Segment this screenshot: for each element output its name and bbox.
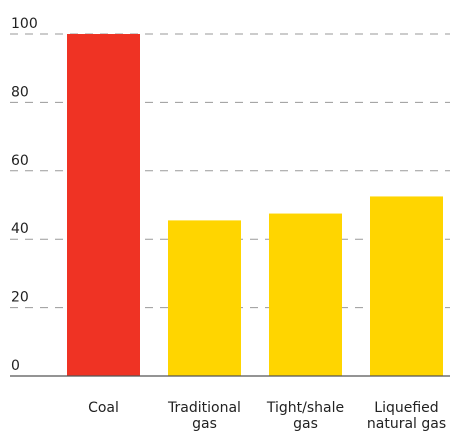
y-tick-label-40: 40 [11,221,29,237]
y-tick-label-80: 80 [11,84,29,100]
bar-0 [67,34,140,376]
bar-1 [168,220,241,376]
y-tick-label-20: 20 [11,290,29,306]
category-label-2: Tight/shale gas [266,400,344,432]
bars [67,34,443,376]
category-label-line: Coal [88,400,119,416]
y-tick-label-100: 100 [11,16,38,32]
category-label-line: gas [192,416,217,432]
category-label-3: Liquefied natural gas [367,400,446,432]
y-tick-label-60: 60 [11,153,29,169]
category-label-0: Coal [88,400,119,416]
category-label-line: gas [293,416,318,432]
category-label-line: Liquefied [374,400,438,416]
category-label-1: Traditional gas [167,400,241,432]
category-label-line: Tight/shale [266,400,344,416]
y-axis-tick-labels: 0 20 40 60 80 100 [11,16,38,374]
category-label-line: Traditional [167,400,241,416]
bar-2 [269,213,342,376]
category-label-line: natural gas [367,416,446,432]
y-tick-label-0: 0 [11,358,20,374]
bar-3 [370,196,443,376]
